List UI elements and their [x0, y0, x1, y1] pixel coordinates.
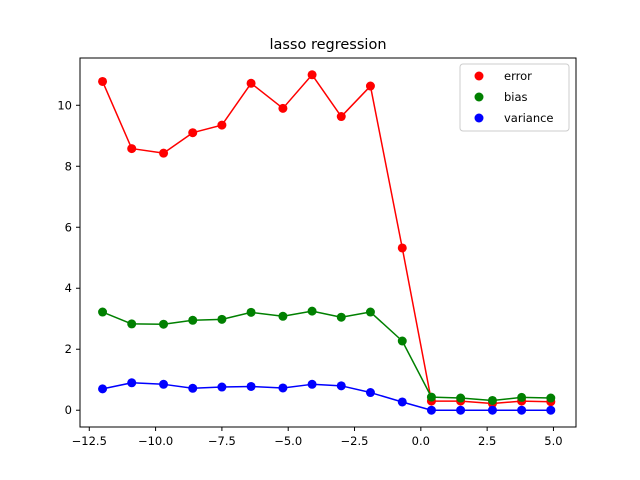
x-tick-label: −7.5 [208, 434, 236, 448]
data-point-bias [188, 315, 198, 325]
legend: error bias variance [459, 63, 570, 132]
data-point-variance [217, 382, 227, 392]
series-line-bias [102, 310, 551, 402]
axes: −12.5 −10.0 −7.5 −5.0 −2.5 0.0 2.5 5.0 0 2 4 6 8 10 [57, 57, 577, 448]
data-point-error [217, 120, 227, 130]
y-tick-label: 4 [65, 281, 72, 295]
data-point-variance [517, 405, 527, 415]
data-point-variance [188, 383, 198, 393]
data-point-bias [517, 392, 527, 402]
data-point-bias [98, 307, 108, 317]
data-point-variance [487, 405, 497, 415]
legend-marker-bias [474, 92, 484, 102]
data-point-bias [397, 336, 407, 346]
y-tick-label: 0 [65, 403, 72, 417]
data-point-variance [336, 381, 346, 391]
data-point-variance [98, 384, 108, 394]
data-point-variance [426, 405, 436, 415]
data-point-bias [546, 393, 556, 403]
data-point-bias [456, 393, 466, 403]
data-point-variance [546, 405, 556, 415]
data-point-error [246, 78, 256, 88]
x-tick-label: −10.0 [138, 434, 173, 448]
data-point-bias [127, 319, 137, 329]
x-tick-label: −5.0 [274, 434, 302, 448]
legend-label-error: error [504, 69, 532, 83]
data-point-variance [307, 379, 317, 389]
data-point-bias [159, 319, 169, 329]
data-point-error [365, 81, 375, 91]
data-point-error [307, 70, 317, 80]
data-point-variance [278, 383, 288, 393]
y-tick-label: 8 [65, 159, 72, 173]
data-point-error [397, 243, 407, 253]
data-point-variance [127, 378, 137, 388]
x-tick-label: −2.5 [341, 434, 369, 448]
axes-frame [79, 57, 577, 428]
y-tick-label: 6 [65, 220, 72, 234]
plot-area [98, 70, 556, 415]
legend-marker-variance [474, 113, 484, 123]
series-line-variance [102, 382, 551, 411]
data-point-error [336, 112, 346, 122]
x-tick-label: −12.5 [72, 434, 107, 448]
data-point-variance [246, 381, 256, 391]
data-point-bias [365, 307, 375, 317]
x-tick-label: 5.0 [544, 434, 562, 448]
data-point-variance [159, 379, 169, 389]
data-point-bias [487, 395, 497, 405]
y-tick-label: 2 [65, 342, 72, 356]
series-line-error [101, 74, 551, 405]
data-point-bias [307, 306, 317, 316]
data-point-bias [278, 311, 288, 321]
data-point-error [98, 76, 108, 86]
data-point-error [159, 148, 169, 158]
legend-label-variance: variance [504, 111, 554, 125]
data-point-variance [397, 397, 407, 407]
legend-box [459, 63, 570, 132]
data-point-error [188, 128, 198, 138]
x-tick-label: 2.5 [478, 434, 496, 448]
data-point-variance [456, 405, 466, 415]
legend-marker-error [474, 71, 484, 81]
data-point-bias [246, 307, 256, 317]
data-point-bias [336, 312, 346, 322]
data-point-bias [426, 392, 436, 402]
data-point-error [127, 144, 137, 154]
legend-label-bias: bias [504, 90, 528, 104]
y-tick-label: 10 [57, 98, 72, 112]
data-point-error [278, 103, 288, 113]
data-point-variance [365, 388, 375, 398]
data-point-bias [217, 314, 227, 324]
chart-title: lasso regression [269, 37, 386, 53]
x-tick-label: 0.0 [412, 434, 430, 448]
